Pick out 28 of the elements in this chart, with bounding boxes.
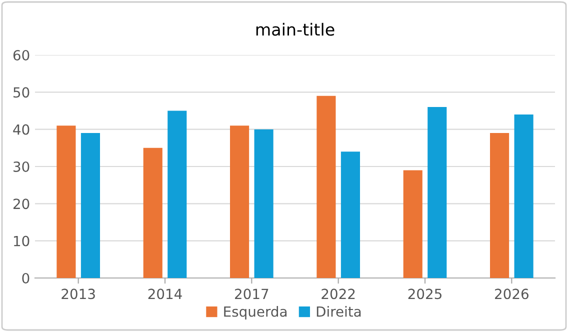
y-tick-label: 20: [13, 198, 30, 210]
y-tick-label: 50: [14, 87, 30, 98]
y-tick-label: 0: [22, 272, 30, 284]
bar: [340, 152, 360, 278]
legend-label: Direita: [316, 306, 361, 317]
x-tick-label: 2013: [62, 288, 95, 300]
bar: [403, 170, 422, 278]
x-tick-label: 2017: [235, 288, 268, 300]
x-tick-label: 2026: [495, 288, 528, 300]
y-tick-label: 10: [14, 236, 30, 246]
bar: [56, 126, 76, 278]
y-tick-label: 30: [14, 161, 30, 172]
x-tick-label: 2014: [148, 288, 182, 300]
y-tick-label: 40: [13, 124, 30, 135]
x-tick-label: 2022: [322, 288, 355, 300]
bar: [80, 133, 100, 278]
legend-label: Esquerda: [224, 306, 287, 320]
bar: [316, 96, 336, 278]
bar: [428, 107, 447, 278]
x-tick-label: 2025: [408, 288, 442, 300]
bar: [514, 114, 534, 278]
y-tick-label: 60: [13, 50, 30, 60]
bar: [143, 148, 162, 278]
bar: [490, 133, 510, 278]
bar: [168, 110, 187, 278]
bar: [254, 129, 274, 278]
bar: [230, 126, 250, 278]
chart-title: main-title: [256, 22, 334, 36]
